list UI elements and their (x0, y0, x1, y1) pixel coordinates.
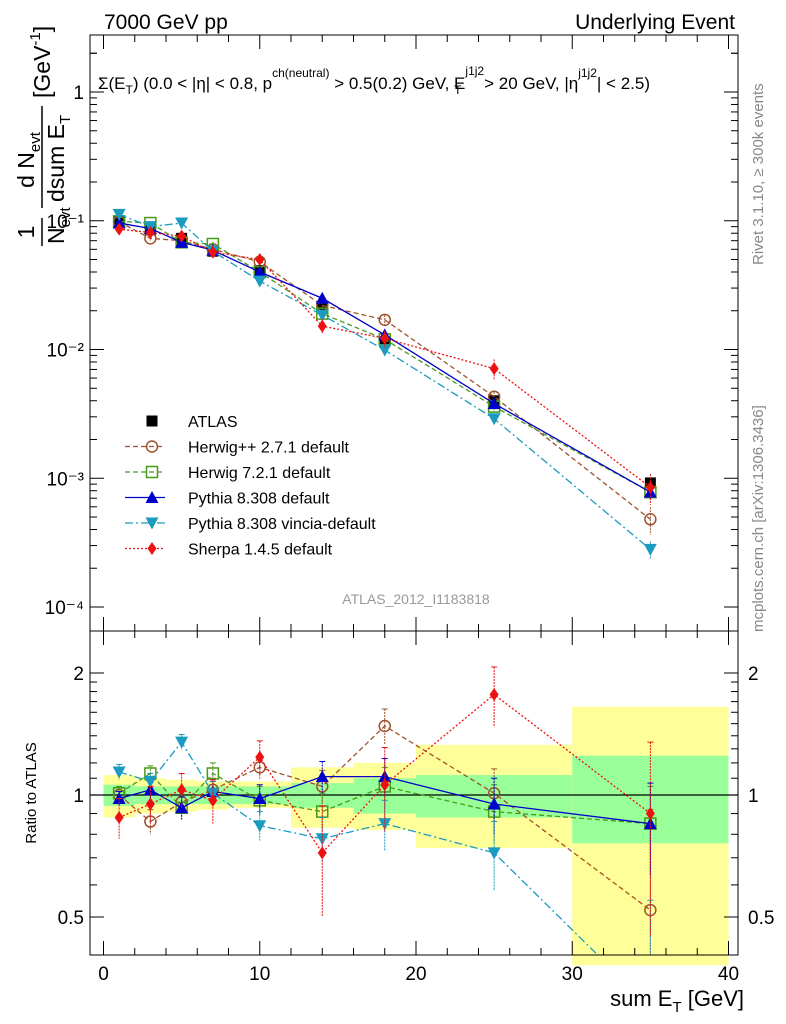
main-y-tick-label: 10⁻² (47, 341, 85, 362)
ratio-y-tick-label: 2 (73, 664, 84, 685)
ratio-y-tick-label: 0.5 (58, 908, 84, 929)
legend-label: Herwig++ 2.7.1 default (188, 440, 350, 457)
series-data-point (112, 216, 126, 229)
series-data-point (644, 513, 657, 526)
ratio-panel-frame (89, 630, 739, 956)
series-data-point (317, 319, 327, 333)
ratio-series-line (118, 772, 651, 825)
series-data-point (177, 229, 187, 243)
svg-text:Nevt: Nevt (43, 207, 74, 244)
ratio-data-point (645, 807, 655, 821)
svg-text:[GeV-1]: [GeV-1] (27, 26, 55, 98)
main-y-tick-label: 10⁻¹ (47, 212, 85, 233)
x-tick-label: 10 (249, 964, 270, 985)
main-y-tick-label: 10⁻⁴ (45, 598, 84, 619)
x-tick-label: 40 (718, 964, 739, 985)
ratio-data-point (378, 719, 391, 733)
cuts-label: Σ(ET) (0.0 < |η| < 0.8, pch(neutral) > 0… (98, 64, 650, 97)
legend-label: Herwig 7.2.1 default (188, 465, 331, 482)
analysis-id: ATLAS_2012_I1183818 (342, 591, 490, 607)
ratio-data-point (143, 775, 157, 788)
ratio-data-point (487, 847, 501, 860)
legend-label: Pythia 8.308 default (188, 491, 330, 508)
ratio-data-point (112, 766, 126, 779)
main-y-tick-label: 1 (73, 83, 84, 104)
ratio-data-point (380, 778, 390, 792)
ratio-data-point (144, 815, 157, 828)
ratio-data-point (317, 846, 327, 860)
main-y-axis-label: 1 Nevt d Nevt dsum ET [GeV-1] (13, 26, 74, 246)
series-data-point (380, 331, 390, 345)
series-data-point (253, 265, 267, 278)
main-y-tick-label: 10⁻³ (47, 469, 85, 490)
series-data-point (378, 344, 392, 357)
ratio-y-tick-label-right: 0.5 (748, 908, 774, 929)
series-data-point (645, 480, 655, 494)
svg-text:dsum ET: dsum ET (43, 115, 74, 202)
series-data-point (315, 291, 329, 304)
header-right: Underlying Event (575, 11, 735, 34)
legend: ATLAS Herwig++ 2.7.1 default Herwig 7.2.1 … (125, 414, 376, 559)
main-panel: 1 10⁻¹ 10⁻² 10⁻³ 10⁻⁴ (45, 34, 739, 632)
ratio-data-point (255, 750, 265, 764)
svg-text:d Nevt: d Nevt (13, 131, 44, 188)
series-data-point (378, 313, 391, 327)
ratio-data-point (487, 797, 501, 810)
legend-marker (145, 491, 159, 503)
ratio-series-line (118, 725, 651, 911)
ratio-data-point (114, 810, 124, 824)
ratio-data-point (253, 792, 267, 805)
rivet-label: Rivet 3.1.10, ≥ 300k events (750, 83, 767, 265)
mcplots-label: mcplots.cern.ch [arXiv:1306.3436] (750, 405, 767, 632)
series-data-point (145, 226, 155, 240)
ratio-data-point (145, 797, 155, 811)
legend-marker (145, 517, 159, 530)
ratio-y-tick-label: 1 (73, 786, 84, 807)
ratio-data-point (489, 688, 499, 702)
svg-text:1: 1 (13, 226, 39, 239)
series-data-point (315, 309, 329, 322)
ratio-data-point (177, 783, 187, 797)
ratio-y-tick-label-right: 2 (748, 664, 759, 685)
series-data-point (487, 413, 501, 426)
series-data-point (643, 543, 657, 556)
ratio-data-point (643, 817, 657, 830)
x-axis-label: sum ET [GeV] (610, 986, 744, 1016)
series-data-point (253, 275, 267, 288)
ratio-data-point (315, 770, 329, 783)
header-left: 7000 GeV pp (104, 11, 228, 34)
ratio-data-point (175, 736, 189, 749)
ratio-data-point (253, 820, 267, 833)
ratio-data-point (206, 767, 220, 780)
ratio-y-axis-label: Ratio to ATLAS (23, 742, 40, 843)
x-tick-label: 30 (562, 964, 583, 985)
series-data-point (112, 208, 126, 221)
series-data-point (208, 245, 218, 259)
ratio-panel: 0.5 0.5 1 1 2 2 (58, 630, 774, 966)
series-data-point (489, 362, 499, 376)
legend-label: Pythia 8.308 vincia-default (188, 516, 376, 533)
series-data-point (175, 217, 189, 230)
legend-marker (147, 542, 157, 555)
x-tick-label: 0 (98, 964, 109, 985)
ratio-data-point (208, 793, 218, 807)
legend-label: Sherpa 1.4.5 default (188, 542, 333, 559)
legend-label: ATLAS (188, 414, 238, 431)
series-data-point (114, 222, 124, 236)
legend-marker (146, 415, 158, 427)
series-data-point (255, 253, 265, 267)
legend-marker (145, 465, 159, 479)
series-data-point (487, 397, 501, 410)
ratio-y-tick-label-right: 1 (748, 786, 759, 807)
x-tick-label: 20 (405, 964, 426, 985)
legend-marker (145, 440, 159, 453)
